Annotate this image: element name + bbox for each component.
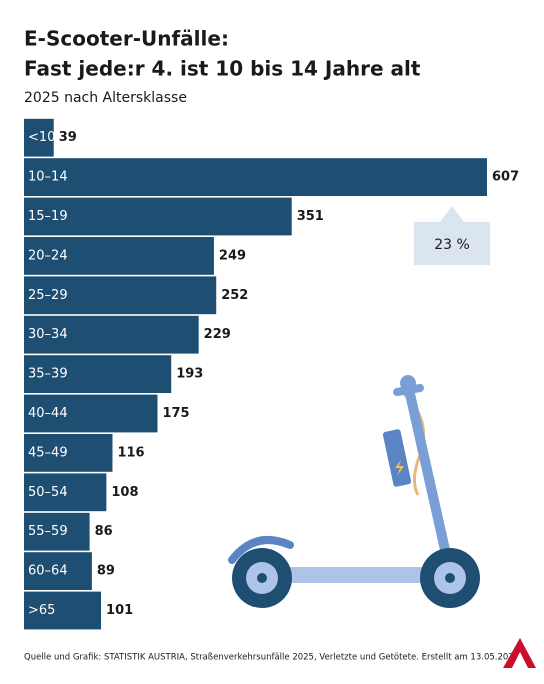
category-label: 35–39 [28, 367, 68, 382]
value-label: 229 [204, 327, 231, 342]
value-label: 89 [97, 564, 115, 579]
value-label: 351 [297, 209, 324, 224]
category-label: 50–54 [28, 485, 68, 500]
display [382, 429, 412, 487]
scooter-illustration [228, 375, 480, 608]
stem [403, 380, 455, 577]
bar [24, 118, 54, 157]
value-label: 116 [117, 445, 144, 460]
bar [24, 158, 487, 196]
bar [24, 237, 214, 275]
value-label: 607 [492, 170, 519, 185]
category-label: 30–34 [28, 327, 68, 342]
bar [24, 276, 217, 315]
chart-subtitle: 2025 nach Altersklasse [24, 90, 187, 106]
category-label: >65 [28, 603, 55, 618]
category-label: 10–14 [28, 170, 68, 185]
bar [24, 512, 90, 551]
annotation-box [414, 222, 490, 265]
fender [228, 536, 294, 564]
handle [400, 375, 416, 391]
bar [24, 197, 292, 236]
bar [24, 552, 92, 590]
source-note: Quelle und Grafik: STATISTIK AUSTRIA, St… [24, 653, 522, 663]
annotation-pointer [440, 206, 464, 222]
bar [24, 434, 113, 472]
value-label: 108 [111, 485, 138, 500]
value-label: 86 [95, 524, 113, 539]
value-label: 252 [221, 288, 248, 303]
bar [24, 591, 102, 630]
rear-axle [257, 573, 267, 583]
category-label: 25–29 [28, 288, 68, 303]
bar [24, 355, 172, 393]
category-label: 20–24 [28, 248, 68, 263]
value-label: 101 [106, 603, 133, 618]
category-label: 60–64 [28, 564, 68, 579]
category-label: 45–49 [28, 445, 68, 460]
bolt [395, 460, 404, 476]
chart-title: Fast jede:r 4. ist 10 bis 14 Jahre alt [24, 57, 421, 81]
category-label: 40–44 [28, 406, 68, 421]
category-label: 55–59 [28, 524, 68, 539]
logo-inner [512, 652, 528, 668]
category-label: <10 [28, 130, 55, 145]
annotation: 23 % [414, 206, 490, 265]
chart-title: E-Scooter-Unfälle: [24, 27, 229, 51]
front-axle [445, 573, 455, 583]
annotation-text: 23 % [434, 237, 470, 253]
bar [24, 394, 158, 433]
value-label: 39 [59, 130, 77, 145]
bar [24, 315, 199, 354]
value-label: 249 [219, 248, 246, 263]
value-label: 175 [162, 406, 189, 421]
value-label: 193 [176, 367, 203, 382]
logo [503, 638, 536, 668]
bar [24, 473, 107, 512]
category-label: 15–19 [28, 209, 68, 224]
